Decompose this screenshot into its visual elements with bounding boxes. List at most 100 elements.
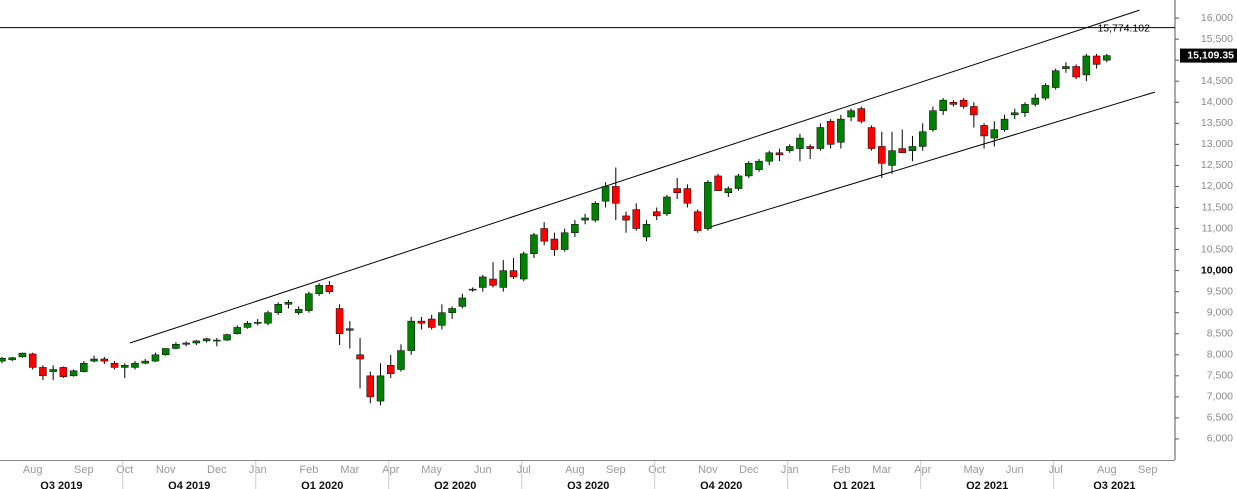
candle-body — [581, 217, 589, 221]
candle-body — [519, 253, 528, 280]
candle-body — [284, 301, 293, 305]
candle-body — [386, 365, 395, 374]
quarter-label: Q2 2020 — [434, 480, 476, 489]
candle-body — [663, 196, 671, 215]
candle-body — [438, 312, 446, 326]
x-tick-label: Jan — [249, 464, 267, 476]
candle-body — [356, 354, 364, 360]
candle-body — [90, 358, 98, 362]
y-tick-label: 12,500 — [1201, 159, 1233, 171]
candle-body — [908, 146, 917, 151]
y-tick-label: 10,500 — [1201, 243, 1233, 255]
candle-body — [785, 146, 794, 151]
candle-body — [141, 360, 149, 364]
y-tick-label: 8,500 — [1207, 328, 1233, 340]
candle-body — [479, 276, 487, 288]
candle-body — [0, 357, 6, 362]
x-tick-label: Feb — [299, 464, 318, 476]
last-price-label: 15,109.35 — [1187, 49, 1234, 61]
candle-body — [673, 188, 681, 194]
y-tick-label: 15,500 — [1201, 33, 1233, 45]
candle-body — [1051, 70, 1060, 88]
candle-body — [693, 211, 702, 231]
y-tick-label: 11,000 — [1202, 222, 1233, 234]
candle-body — [714, 175, 722, 191]
candle-body — [816, 127, 825, 149]
candle-body — [100, 358, 109, 362]
candle-body — [223, 334, 231, 341]
x-tick-label: Sep — [1138, 464, 1158, 476]
candle-body — [243, 322, 252, 328]
candle-body — [1021, 104, 1029, 114]
candle-body — [366, 375, 375, 398]
candle-body — [39, 367, 47, 377]
x-tick-label: Dec — [739, 464, 759, 476]
candle-body — [305, 293, 313, 311]
y-tick-label: 14,000 — [1201, 96, 1233, 108]
x-tick-label: Jul — [1049, 464, 1063, 476]
candle-body — [59, 367, 68, 377]
candle-body — [530, 234, 538, 255]
y-tick-label: 14,500 — [1201, 75, 1233, 87]
candle-body — [959, 99, 968, 107]
candle-body — [867, 127, 876, 149]
y-tick-label: 13,000 — [1201, 138, 1233, 150]
last-price-box — [1180, 48, 1237, 63]
x-tick-label: Feb — [831, 464, 850, 476]
trendline — [129, 9, 1140, 344]
quarter-label: Q3 2020 — [567, 480, 609, 489]
candle-body — [775, 152, 784, 156]
quarter-label: Q1 2020 — [301, 480, 343, 489]
x-tick-label: May — [421, 464, 442, 476]
candle-body — [346, 328, 354, 331]
candle-body — [683, 188, 692, 204]
candle-body — [8, 357, 16, 361]
y-tick-label: 6,500 — [1207, 412, 1233, 424]
x-tick-label: Sep — [74, 464, 94, 476]
x-tick-label: May — [963, 464, 984, 476]
candle-body — [898, 148, 906, 154]
candle-body — [458, 297, 467, 307]
candle-body — [734, 175, 743, 189]
candle-body — [294, 309, 303, 313]
x-tick-label: Dec — [207, 464, 227, 476]
x-tick-label: Jun — [474, 464, 492, 476]
candle-body — [632, 209, 641, 229]
quarter-label: Q4 2019 — [168, 480, 210, 489]
candle-body — [274, 304, 282, 313]
candle-body — [407, 320, 415, 351]
y-tick-label: 9,000 — [1207, 306, 1233, 318]
candle-body — [182, 342, 190, 345]
candle-body — [724, 188, 733, 194]
y-tick-label: 9,500 — [1207, 285, 1233, 297]
candle-body — [254, 322, 262, 324]
candle-body — [80, 362, 88, 372]
candle-body — [878, 146, 886, 164]
candle-body — [427, 318, 436, 328]
x-tick-label: Sep — [606, 464, 626, 476]
quarter-label: Q1 2021 — [833, 480, 875, 489]
x-tick-label: Jan — [781, 464, 799, 476]
x-tick-label: Aug — [1097, 464, 1117, 476]
candle-body — [1011, 112, 1019, 116]
candle-body — [69, 370, 78, 377]
candle-body — [765, 152, 773, 162]
candle-body — [939, 99, 947, 111]
candle-body — [550, 238, 559, 250]
candle-body — [652, 211, 661, 217]
candle-body — [796, 137, 804, 149]
candle-body — [417, 320, 426, 324]
candle-body — [622, 215, 630, 221]
candle-body — [131, 362, 139, 368]
candle-body — [121, 365, 129, 368]
candle-body — [888, 150, 896, 166]
candle-body — [847, 110, 855, 118]
candle-body — [755, 160, 763, 170]
candle-body — [397, 350, 405, 370]
candle-body — [192, 340, 201, 344]
candle-body — [837, 118, 845, 143]
candle-body — [264, 312, 272, 324]
candle-body — [1062, 66, 1070, 69]
trendline — [706, 91, 1156, 229]
candle-body — [1041, 85, 1050, 99]
